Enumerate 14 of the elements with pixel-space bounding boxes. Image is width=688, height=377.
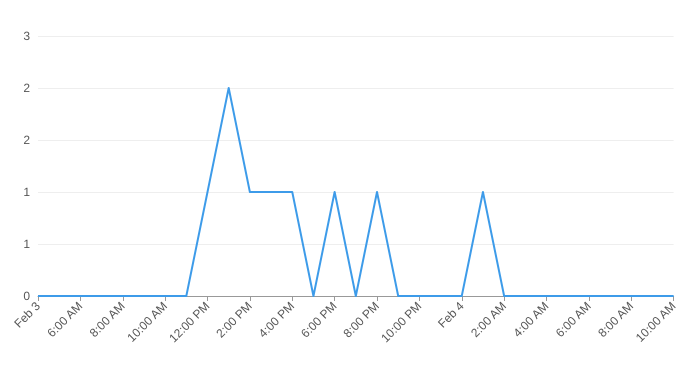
y-tick-label: 3 — [23, 29, 30, 43]
x-tick-label: 8:00 PM — [340, 299, 382, 341]
y-tick-label: 2 — [23, 133, 30, 147]
x-tick-label: 6:00 AM — [44, 299, 86, 340]
y-tick-label: 1 — [23, 237, 30, 251]
x-tick-label: 6:00 PM — [298, 299, 340, 341]
x-tick-label: 6:00 AM — [552, 299, 594, 340]
x-tick-label: 4:00 PM — [256, 299, 298, 341]
x-tick-label: 8:00 AM — [86, 299, 128, 340]
x-tick-label: 4:00 AM — [510, 299, 552, 340]
y-tick-label: 2 — [23, 81, 30, 95]
x-tick-label: 8:00 AM — [595, 299, 636, 340]
y-tick-label: 1 — [23, 185, 30, 199]
x-tick-label: Feb 4 — [435, 298, 467, 331]
